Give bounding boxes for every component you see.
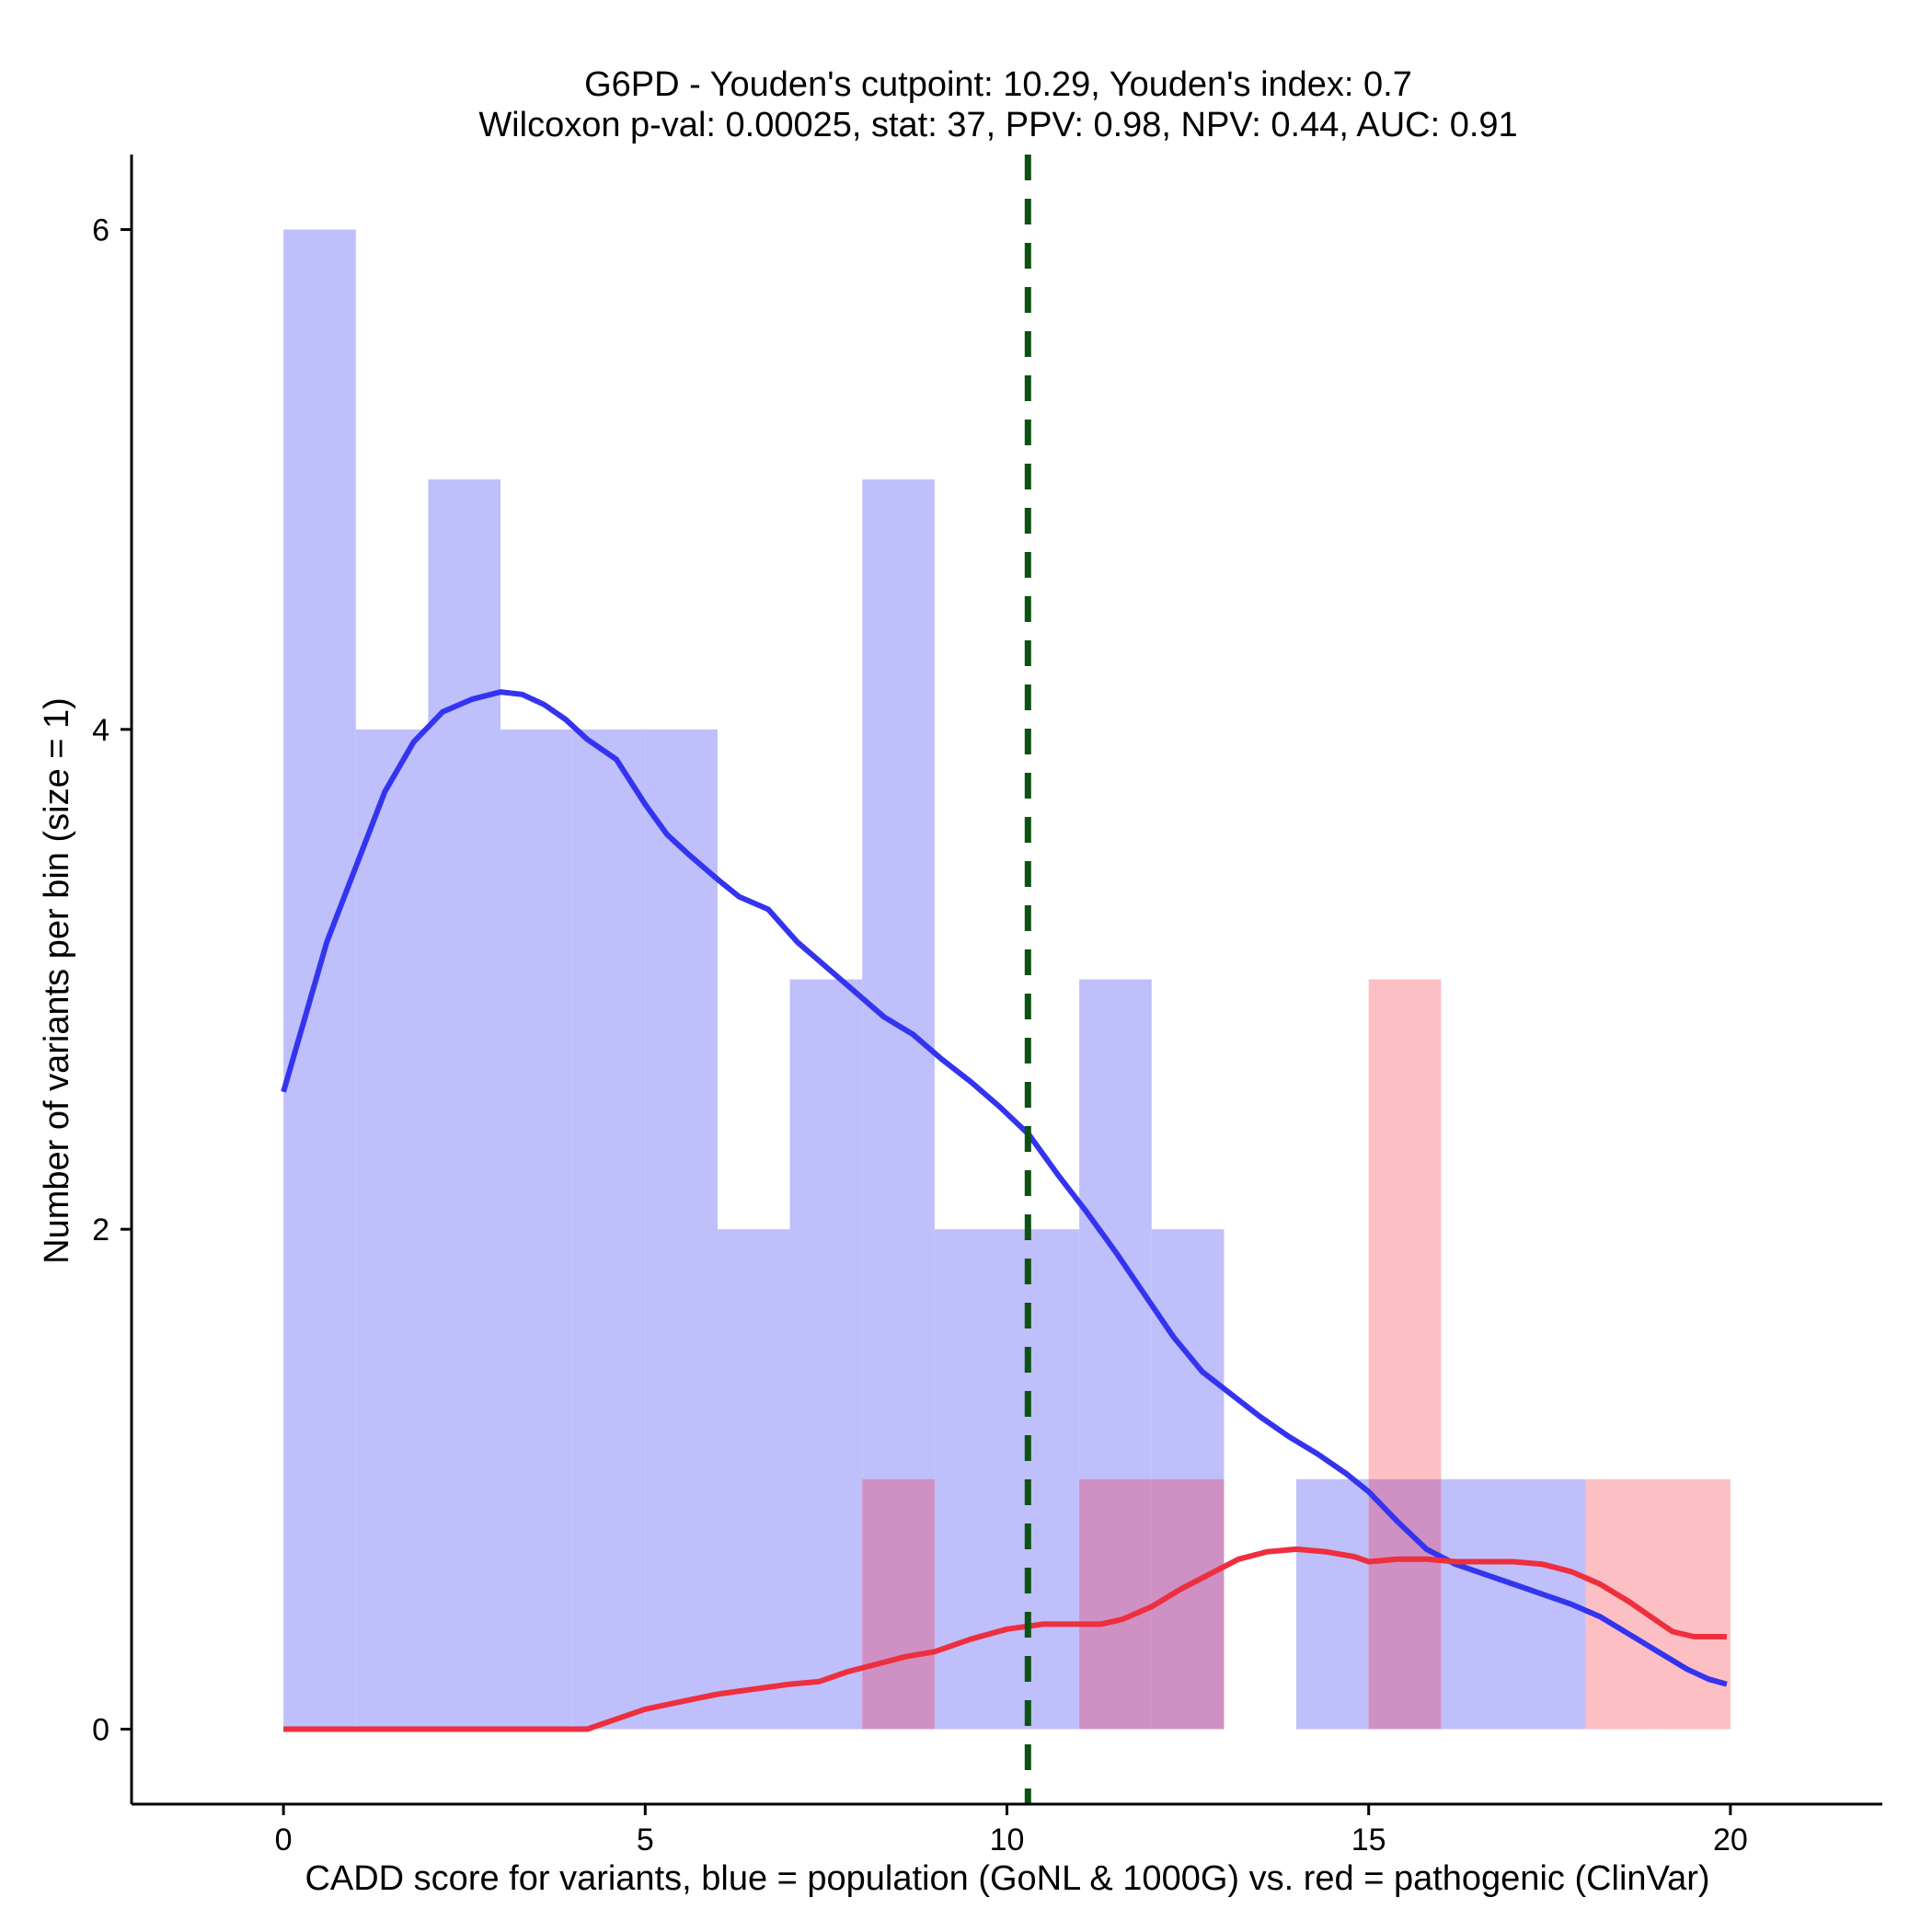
population-bar [500,729,573,1730]
y-tick-label: 2 [92,1213,109,1248]
chart-title-line1: G6PD - Youden's cutpoint: 10.29, Youden'… [584,65,1412,104]
population-density-line [281,689,1728,1687]
y-tick-label: 0 [92,1713,109,1748]
pathogenic-density-line [283,1546,1727,1732]
population-bar [934,1229,1007,1730]
overlap-bar [862,1478,935,1730]
overlap-bar [1368,1478,1442,1730]
population-bar [572,729,646,1730]
overlap-bars [862,1478,1442,1730]
x-tick-label: 5 [637,1823,654,1857]
population-bar [717,1229,790,1730]
x-tick-label: 0 [275,1823,293,1857]
x-tick-label: 20 [1713,1823,1748,1857]
y-axis-ticks: 0 2 4 6 [92,213,132,1748]
x-axis-label: CADD score for variants, blue = populati… [305,1859,1709,1898]
y-tick-label: 4 [92,713,109,748]
x-axis-ticks: 0 5 10 15 20 [275,1804,1748,1857]
overlap-bar [1079,1478,1152,1730]
population-bar [1296,1478,1369,1730]
population-bar [789,979,863,1730]
chart-title-line2: Wilcoxon p-val: 0.00025, stat: 37, PPV: … [478,106,1517,144]
y-tick-label: 6 [92,213,109,248]
pathogenic-bar [1658,1478,1731,1730]
population-bar [355,729,429,1730]
pathogenic-bar [1585,1478,1659,1730]
overlap-bar [1151,1478,1225,1730]
population-bar [1441,1478,1513,1730]
x-tick-label: 10 [990,1823,1025,1857]
population-bar [428,479,501,1730]
y-axis-label: Number of variants per bin (size = 1) [38,697,76,1264]
population-bar [645,729,718,1730]
population-bar [1006,1229,1080,1730]
x-tick-label: 15 [1351,1823,1386,1857]
population-bar [283,229,356,1730]
